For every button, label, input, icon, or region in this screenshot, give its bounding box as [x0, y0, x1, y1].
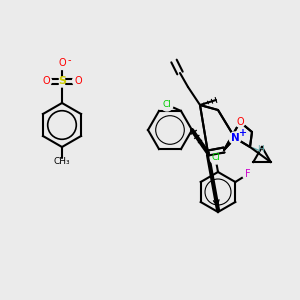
Text: N: N	[231, 133, 239, 143]
Text: CH₃: CH₃	[54, 157, 70, 166]
Text: O: O	[58, 58, 66, 68]
Text: N: N	[231, 133, 239, 143]
Text: Cl: Cl	[163, 100, 171, 109]
Circle shape	[40, 76, 52, 86]
Text: O: O	[74, 76, 82, 86]
Circle shape	[56, 75, 68, 87]
Text: F: F	[244, 169, 250, 179]
Text: +: +	[238, 128, 246, 138]
Circle shape	[229, 132, 241, 144]
Text: O: O	[236, 117, 244, 127]
Text: Cl: Cl	[212, 154, 220, 163]
Text: H: H	[256, 146, 263, 154]
Circle shape	[235, 117, 245, 127]
Text: -: -	[67, 55, 71, 65]
Text: O: O	[42, 76, 50, 86]
Text: O: O	[236, 117, 244, 127]
Circle shape	[229, 132, 241, 144]
Text: S: S	[58, 76, 66, 86]
Circle shape	[242, 169, 252, 179]
Circle shape	[56, 56, 68, 70]
Circle shape	[210, 152, 222, 164]
Circle shape	[73, 76, 83, 86]
Circle shape	[161, 99, 173, 111]
Circle shape	[235, 117, 245, 127]
Text: +: +	[238, 128, 246, 138]
